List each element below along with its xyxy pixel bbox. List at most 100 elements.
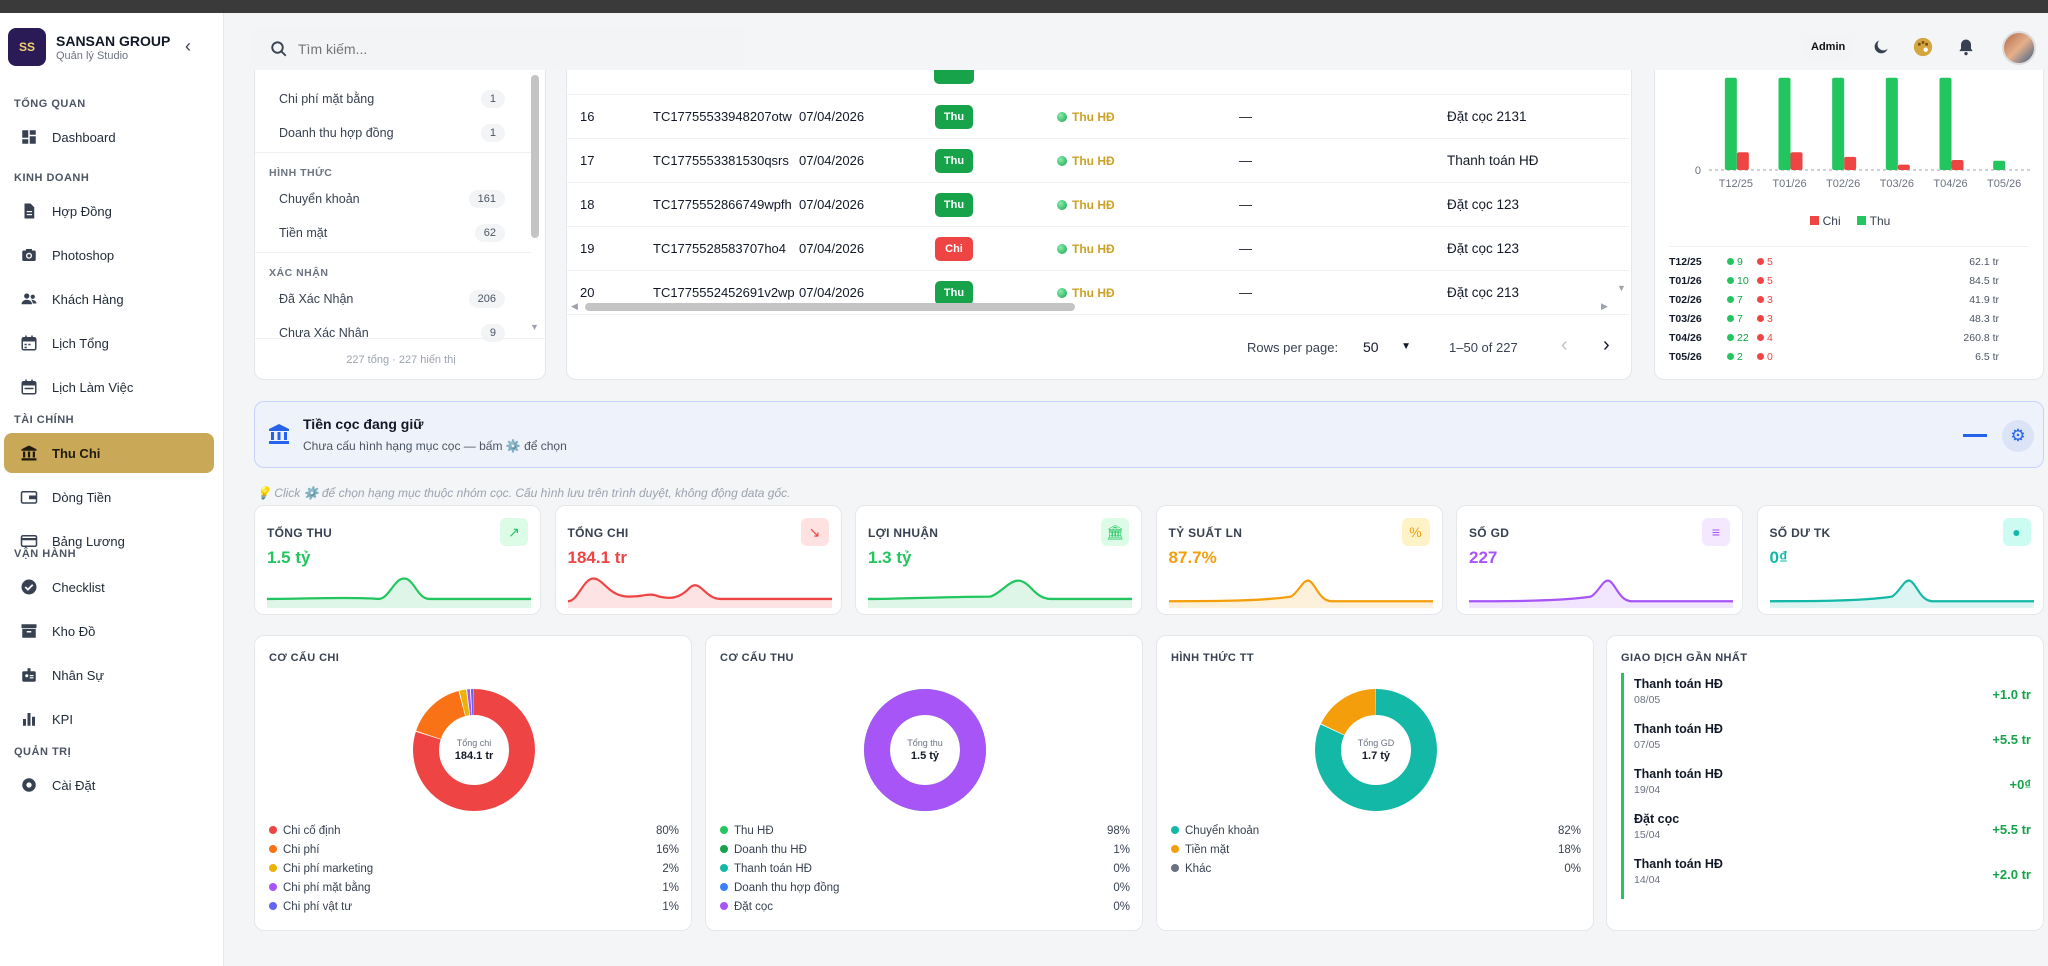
legend-dot: [1171, 845, 1179, 853]
sidebar-item-dòng-tiền[interactable]: Dòng Tiền: [4, 477, 214, 517]
table-row[interactable]: 18 TC1775552866749wpfh 07/04/2026 — Đặt cọc …: [567, 183, 1629, 227]
scroll-down-icon[interactable]: ▼: [1617, 283, 1626, 293]
donut-legend-item[interactable]: Đặt cọc 0%: [720, 901, 1130, 913]
donut-slice[interactable]: [1315, 689, 1437, 811]
scroll-down-arrow-icon[interactable]: ▼: [530, 322, 539, 332]
filter-count-badge: 1: [480, 124, 505, 142]
deposit-hint: 💡 Click ⚙️ để chọn hạng mục thuộc nhóm c…: [256, 486, 791, 500]
filter-option[interactable]: Chi phí mặt bằng 1: [279, 90, 505, 108]
bar-chi[interactable]: [1897, 164, 1910, 170]
scroll-left-icon[interactable]: ◀: [571, 301, 578, 311]
search-input[interactable]: [298, 40, 698, 57]
bar-thu[interactable]: [1885, 77, 1898, 170]
filter-option[interactable]: Doanh thu hợp đồng 1: [279, 124, 505, 142]
palette-icon[interactable]: [1912, 36, 1934, 58]
donut-legend-item[interactable]: Tiền mặt 18%: [1171, 844, 1581, 856]
bar-chi[interactable]: [1844, 156, 1857, 170]
bar-thu[interactable]: [1939, 77, 1952, 170]
donut-legend-item[interactable]: Doanh thu HĐ 1%: [720, 844, 1130, 856]
table-row[interactable]: 16 TC17755533948207otw 07/04/2026 — Đặt cọc …: [567, 95, 1629, 139]
filter-option[interactable]: Chuyển khoản 161: [279, 190, 505, 208]
recent-transaction[interactable]: Thanh toán HĐ 14/04 +2.0 tr: [1621, 853, 2031, 899]
donut-slice[interactable]: [413, 689, 535, 811]
legend-dot: [269, 864, 277, 872]
recent-transaction[interactable]: Đặt cọc 15/04 +5.5 tr: [1621, 808, 2031, 854]
bar-chi[interactable]: [1790, 152, 1803, 170]
bar-thu[interactable]: [1993, 160, 2006, 170]
brand[interactable]: SS SANSAN GROUP Quản lý Studio: [8, 25, 218, 69]
donut-title: HÌNH THỨC TT: [1171, 652, 1254, 664]
donut-legend-item[interactable]: Khác 0%: [1171, 863, 1581, 875]
collapse-sidebar-icon[interactable]: ‹: [185, 36, 191, 56]
user-avatar[interactable]: [2002, 31, 2036, 65]
filter-count-badge: 1: [480, 90, 505, 108]
kpi-card-tổng-thu[interactable]: TỔNG THU 1.5 tỷ ↗: [254, 505, 541, 615]
donut-center-label: Tổng chi: [457, 738, 492, 748]
kpi-card-tổng-chi[interactable]: TỔNG CHI 184.1 tr ↘: [554, 505, 842, 615]
kpi-value: 87.7%: [1168, 548, 1217, 567]
prev-page-icon[interactable]: ‹: [1561, 334, 1568, 356]
rows-per-page-select[interactable]: 50 ▼: [1363, 339, 1411, 355]
sidebar-item-bảng-lương[interactable]: Bảng Lương: [4, 521, 214, 561]
dark-mode-icon[interactable]: [1870, 36, 1892, 58]
recent-transaction[interactable]: Thanh toán HĐ 07/05 +5.5 tr: [1621, 718, 2031, 764]
kpi-card-số-gd[interactable]: SỐ GD 227 ≡: [1456, 505, 1743, 615]
donut-legend-item[interactable]: Chi cố định 80%: [269, 825, 679, 837]
horizontal-scrollbar[interactable]: [585, 303, 1075, 311]
bar-thu[interactable]: [1724, 77, 1737, 170]
notification-bell-icon[interactable]: [1955, 36, 1977, 58]
transaction-name: Thanh toán HĐ: [1634, 677, 1723, 691]
type-badge: Thu: [935, 281, 973, 305]
bar-chi[interactable]: [1951, 160, 1964, 170]
sidebar-item-cài-đặt[interactable]: Cài Đặt: [4, 765, 214, 805]
month-label: T01/26: [1669, 275, 1702, 287]
sidebar-item-dashboard[interactable]: Dashboard: [4, 117, 214, 157]
kpi-value: 1.3 tỷ: [868, 548, 912, 567]
collapse-banner-icon[interactable]: [1963, 434, 1987, 437]
donut-slice[interactable]: [864, 689, 986, 811]
kpi-value: 0₫: [1769, 548, 1788, 567]
table-row[interactable]: 20 TC1775552452691v2wp 07/04/2026 — Đặt cọc …: [567, 271, 1629, 315]
bar-thu[interactable]: [1778, 77, 1791, 170]
sidebar-item-photoshop[interactable]: Photoshop: [4, 235, 214, 275]
donut-legend-item[interactable]: Chi phí vật tư 1%: [269, 901, 679, 913]
filter-scrollbar[interactable]: [531, 75, 539, 238]
sidebar-item-khách-hàng[interactable]: Khách Hàng: [4, 279, 214, 319]
next-page-icon[interactable]: ›: [1603, 334, 1610, 356]
filter-option[interactable]: Chưa Xác Nhận 9: [279, 324, 505, 342]
filter-option[interactable]: Đã Xác Nhận 206: [279, 290, 505, 308]
sidebar-item-lịch-tổng[interactable]: Lịch Tổng: [4, 323, 214, 363]
settings-gear-icon[interactable]: ⚙: [2002, 420, 2034, 452]
bar-chi[interactable]: [1736, 152, 1749, 170]
sidebar-item-thu-chi[interactable]: Thu Chi: [4, 433, 214, 473]
sidebar-item-kho-đồ[interactable]: Kho Đồ: [4, 611, 214, 651]
search-bar[interactable]: [254, 27, 744, 70]
filter-option[interactable]: Tiền mặt 62: [279, 224, 505, 242]
table-row[interactable]: 19 TC1775528583707ho4 07/04/2026 — Đặt cọc 1…: [567, 227, 1629, 271]
sidebar-item-kpi[interactable]: KPI: [4, 699, 214, 739]
sidebar-item-lịch-làm-việc[interactable]: Lịch Làm Việc: [4, 367, 214, 407]
recent-transaction[interactable]: Thanh toán HĐ 19/04 +0₫: [1621, 763, 2031, 809]
chevron-down-icon: ▼: [1401, 341, 1411, 352]
donut-legend-item[interactable]: Chi phí marketing 2%: [269, 863, 679, 875]
status-dot-icon: [1057, 112, 1067, 122]
legend-thu[interactable]: Thu: [1856, 214, 1890, 228]
table-row[interactable]: 17 TC1775553381530qsrs 07/04/2026 — Thanh to…: [567, 139, 1629, 183]
sidebar-item-nhân-sự[interactable]: Nhân Sự: [4, 655, 214, 695]
legend-chi[interactable]: Chi: [1809, 214, 1841, 228]
kpi-card-số-dư-tk[interactable]: SỐ DƯ TK 0₫ ●: [1756, 505, 2044, 615]
donut-legend-item[interactable]: Chuyển khoản 82%: [1171, 825, 1581, 837]
pagination-range: 1–50 of 227: [1449, 340, 1518, 355]
donut-legend-item[interactable]: Chi phí 16%: [269, 844, 679, 856]
kpi-card-lợi-nhuận[interactable]: LỢI NHUẬN 1.3 tỷ 🏛: [855, 505, 1142, 615]
donut-legend-item[interactable]: Doanh thu hợp đồng 0%: [720, 882, 1130, 894]
sidebar-item-checklist[interactable]: Checklist: [4, 567, 214, 607]
sidebar-item-hợp-đồng[interactable]: Hợp Đồng: [4, 191, 214, 231]
scroll-right-icon[interactable]: ▶: [1601, 301, 1608, 311]
donut-legend-item[interactable]: Thu HĐ 98%: [720, 825, 1130, 837]
bar-thu[interactable]: [1832, 77, 1845, 170]
kpi-card-tỷ-suất-ln[interactable]: TỶ SUẤT LN 87.7%%: [1155, 505, 1443, 615]
donut-legend-item[interactable]: Thanh toán HĐ 0%: [720, 863, 1130, 875]
recent-transaction[interactable]: Thanh toán HĐ 08/05 +1.0 tr: [1621, 673, 2031, 719]
donut-legend-item[interactable]: Chi phí mặt bằng 1%: [269, 882, 679, 894]
